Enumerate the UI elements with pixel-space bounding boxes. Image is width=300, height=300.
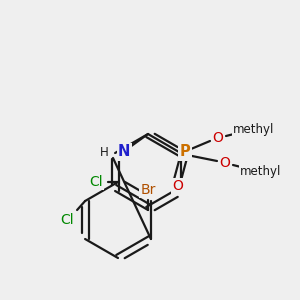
Text: methyl: methyl (233, 124, 275, 136)
Text: O: O (213, 131, 224, 145)
Text: O: O (220, 156, 230, 170)
Text: O: O (172, 179, 183, 193)
Text: methyl: methyl (240, 164, 282, 178)
Text: Cl: Cl (89, 175, 103, 189)
Text: Cl: Cl (60, 213, 74, 227)
Text: P: P (180, 145, 190, 160)
Text: N: N (118, 145, 130, 160)
Text: H: H (100, 146, 109, 158)
Text: Br: Br (140, 183, 156, 197)
